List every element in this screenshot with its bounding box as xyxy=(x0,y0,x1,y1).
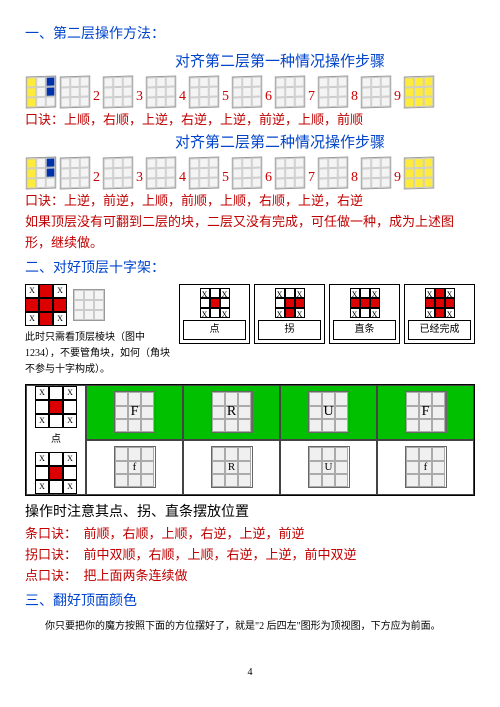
formula-text: 上逆，前逆，上顺，前顺，上顺，右顺，上逆，右逆 xyxy=(64,193,363,208)
point-formula: 点口诀： 把上面两条连续做 xyxy=(25,566,475,587)
case1-title: 对齐第二层第一种情况操作步骤 xyxy=(85,50,475,74)
move-cell: F xyxy=(86,385,183,440)
cube-step xyxy=(103,157,133,190)
box-label: 直条 xyxy=(333,320,396,340)
step-num: 8 xyxy=(351,86,358,108)
cube-step xyxy=(232,157,262,190)
step-num: 7 xyxy=(308,86,315,108)
formula1: 口诀：上顺，右顺，上逆，右逆，上逆，前逆，上顺，前顺 xyxy=(25,110,475,131)
cube-step xyxy=(318,76,348,109)
section1-heading: 一、第二层操作方法： xyxy=(25,24,475,46)
cube-step xyxy=(361,76,391,109)
formula-label: 拐口诀： xyxy=(25,547,77,562)
move-cell: f xyxy=(377,440,474,495)
step-num: 4 xyxy=(179,86,186,108)
cross-icon xyxy=(35,452,77,494)
step-num: 6 xyxy=(265,86,272,108)
cross-icon xyxy=(35,386,77,428)
extra-note: 如果顶层没有可翻到二层的块，二层又没有完成，可任做一种，成为上述图形，继续做。 xyxy=(25,212,475,254)
formula2: 口诀：上逆，前逆，上顺，前顺，上顺，右顺，上逆，右逆 xyxy=(25,191,475,212)
cross-desc: 此时只需看顶层棱块（图中 1234），不要管角块，如何（角块不参与十字构成）。 xyxy=(25,330,175,378)
op-note: 操作时注意其点、拐、直条摆放位置 xyxy=(25,502,475,524)
cube-step xyxy=(361,157,391,190)
move-letter: f xyxy=(133,459,137,477)
box-label: 点 xyxy=(183,320,246,340)
line-formula: 条口诀： 前顺，右顺，上顺，右逆，上逆，前逆 xyxy=(25,524,475,545)
cube-step xyxy=(146,157,176,190)
step-num: 2 xyxy=(93,86,100,108)
formula-text: 前中双顺，右顺，上顺，右逆，上逆，前中双逆 xyxy=(84,547,357,562)
formula-label: 条口诀： xyxy=(25,526,77,541)
formula-text: 上顺，右顺，上逆，右逆，上逆，前逆，上顺，前顺 xyxy=(64,112,363,127)
cube-start xyxy=(26,76,56,109)
case2-row: 2 3 4 5 6 7 8 9 xyxy=(25,157,475,189)
cube-end xyxy=(404,157,434,190)
move-cell: f xyxy=(86,440,183,495)
move-cell: U xyxy=(280,440,377,495)
cube-small xyxy=(73,289,105,321)
cube-step xyxy=(189,157,219,190)
cube-step xyxy=(146,76,176,109)
step-num: 5 xyxy=(222,86,229,108)
cube-step xyxy=(318,157,348,190)
step-num: 6 xyxy=(265,167,272,189)
turn-formula: 拐口诀： 前中双顺，右顺，上顺，右逆，上逆，前中双逆 xyxy=(25,545,475,566)
state-box-point: 点 xyxy=(179,284,250,344)
move-letter: R xyxy=(227,401,236,423)
step-num: 5 xyxy=(222,167,229,189)
move-letter: U xyxy=(325,459,333,477)
step-num: 2 xyxy=(93,167,100,189)
move-cell: R xyxy=(183,440,280,495)
cube-step xyxy=(189,76,219,109)
move-cell: U xyxy=(280,385,377,440)
step-num: 3 xyxy=(136,86,143,108)
cube-start xyxy=(26,157,56,190)
formula-text: 前顺，右顺，上顺，右逆，上逆，前逆 xyxy=(84,526,305,541)
move-letter: F xyxy=(422,401,430,423)
cube-end xyxy=(404,76,434,109)
moves-table: 点 F R U F f R U f xyxy=(25,384,475,496)
table-leftcol: 点 xyxy=(26,385,86,495)
cube-step xyxy=(275,157,305,190)
formula-label: 点口诀： xyxy=(25,568,77,583)
move-cell: F xyxy=(377,385,474,440)
section3-heading: 三、翻好顶面颜色 xyxy=(25,591,475,613)
cross-figure-row: 此时只需看顶层棱块（图中 1234），不要管角块，如何（角块不参与十字构成）。 … xyxy=(25,284,475,378)
move-letter: R xyxy=(228,459,235,477)
cube-step xyxy=(60,76,90,109)
cube-step xyxy=(103,76,133,109)
case1-row: 2 3 4 5 6 7 8 9 xyxy=(25,76,475,108)
cross-diagram xyxy=(25,284,67,326)
state-box-done: 已经完成 xyxy=(404,284,475,344)
cube-step xyxy=(275,76,305,109)
step-num: 3 xyxy=(136,167,143,189)
section2-heading: 二、对好顶层十字架： xyxy=(25,258,475,280)
move-cell: R xyxy=(183,385,280,440)
move-letter: F xyxy=(131,401,139,423)
move-letter: U xyxy=(323,401,333,423)
step-num: 9 xyxy=(394,86,401,108)
move-letter: f xyxy=(424,459,428,477)
formula-label: 口诀： xyxy=(25,112,64,127)
cube-step xyxy=(60,157,90,190)
case2-title: 对齐第二层第二种情况操作步骤 xyxy=(85,131,475,155)
state-box-line: 直条 xyxy=(329,284,400,344)
step-num: 9 xyxy=(394,167,401,189)
step-num: 7 xyxy=(308,167,315,189)
page-number: 4 xyxy=(25,665,475,681)
section3-note: 你只要把你的魔方按照下面的方位摆好了，就是"2 后四左"图形为顶视图，下方应为前… xyxy=(45,619,475,635)
box-label: 拐 xyxy=(258,320,321,340)
state-box-turn: 拐 xyxy=(254,284,325,344)
step-num: 4 xyxy=(179,167,186,189)
formula-label: 口诀： xyxy=(25,193,64,208)
table-point-label: 点 xyxy=(51,432,61,448)
box-label: 已经完成 xyxy=(408,320,471,340)
formula-text: 把上面两条连续做 xyxy=(84,568,188,583)
step-num: 8 xyxy=(351,167,358,189)
cube-step xyxy=(232,76,262,109)
